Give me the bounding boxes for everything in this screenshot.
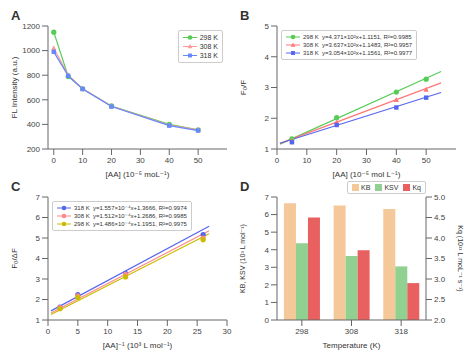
html-text:318 K y=3.054×10²x+1.1561, R²=: 318 K y=3.054×10²x+1.1561, R²=0.9977 xyxy=(303,50,413,56)
svg-text:10: 10 xyxy=(78,156,87,165)
svg-text:3: 3 xyxy=(265,263,270,272)
svg-text:50: 50 xyxy=(422,156,431,165)
html-text:308 K y=1.512×10⁻⁴x+1.2686, R²: 308 K y=1.512×10⁻⁴x+1.2686, R²=0.9985 xyxy=(74,213,187,219)
html-text:KB: KB xyxy=(361,184,371,191)
html-text:298 K: 298 K xyxy=(199,34,218,41)
svg-text:40: 40 xyxy=(165,156,174,165)
svg-text:1200: 1200 xyxy=(22,22,40,31)
svg-text:3: 3 xyxy=(265,83,270,92)
html-text:308 K y=3.637×10²x+1.1483, R²=: 308 K y=3.637×10²x+1.1483, R²=0.9957 xyxy=(303,42,413,48)
svg-text:5: 5 xyxy=(265,228,270,237)
svg-text:308: 308 xyxy=(345,327,359,336)
svg-text:6: 6 xyxy=(36,213,41,222)
svg-text:FL Intensity (a.u.): FL Intensity (a.u.) xyxy=(10,56,19,118)
svg-text:20: 20 xyxy=(107,156,116,165)
svg-text:318: 318 xyxy=(394,327,408,336)
svg-text:2: 2 xyxy=(36,295,41,304)
svg-text:[AA]⁻¹ (10³ L mol⁻¹): [AA]⁻¹ (10³ L mol⁻¹) xyxy=(103,341,173,350)
html-text:298 K y=1.486×10⁻⁴x+1.1951, R²: 298 K y=1.486×10⁻⁴x+1.1951, R²=0.9975 xyxy=(74,221,187,227)
svg-text:50: 50 xyxy=(194,156,203,165)
svg-text:[AA] (10⁻⁵ mol L⁻¹): [AA] (10⁻⁵ mol L⁻¹) xyxy=(333,170,401,179)
svg-text:30: 30 xyxy=(362,156,371,165)
svg-text:5: 5 xyxy=(265,22,270,31)
svg-text:5: 5 xyxy=(36,234,41,243)
svg-text:1: 1 xyxy=(265,145,270,154)
svg-text:4.0: 4.0 xyxy=(434,234,446,243)
svg-text:1: 1 xyxy=(36,316,41,325)
html-text:318 K y=1.557×10⁻⁴x+1.3666, R²: 318 K y=1.557×10⁻⁴x+1.3666, R²=0.9974 xyxy=(74,205,187,211)
svg-text:F₀/ΔF: F₀/ΔF xyxy=(10,248,19,269)
html-text:308 K: 308 K xyxy=(199,43,218,50)
html-text:298 K y=4.371×10²x+1.1151, R²=: 298 K y=4.371×10²x+1.1151, R²=0.9985 xyxy=(303,34,412,40)
svg-text:15: 15 xyxy=(133,327,142,336)
svg-text:4: 4 xyxy=(265,53,270,62)
html-text:B: B xyxy=(240,8,250,23)
svg-text:20: 20 xyxy=(332,156,341,165)
svg-text:2.5: 2.5 xyxy=(434,295,446,304)
svg-text:3.0: 3.0 xyxy=(434,275,446,284)
svg-text:40: 40 xyxy=(392,156,401,165)
svg-text:20: 20 xyxy=(163,327,172,336)
svg-text:1000: 1000 xyxy=(22,46,40,55)
svg-text:7: 7 xyxy=(265,193,270,202)
svg-text:7: 7 xyxy=(36,193,41,202)
svg-text:30: 30 xyxy=(223,327,232,336)
svg-text:800: 800 xyxy=(27,71,41,80)
svg-text:0: 0 xyxy=(265,316,270,325)
svg-text:298: 298 xyxy=(295,327,309,336)
svg-text:10: 10 xyxy=(103,327,112,336)
svg-text:Kq (10¹¹ L moL⁻¹ s⁻¹): Kq (10¹¹ L moL⁻¹ s⁻¹) xyxy=(456,225,464,291)
html-text:A: A xyxy=(11,8,21,23)
html-text:KSV: KSV xyxy=(384,184,399,191)
svg-text:3: 3 xyxy=(36,275,41,284)
svg-text:5: 5 xyxy=(76,327,81,336)
svg-text:6: 6 xyxy=(265,210,270,219)
svg-text:30: 30 xyxy=(136,156,145,165)
svg-text:3.5: 3.5 xyxy=(434,254,446,263)
svg-text:1: 1 xyxy=(265,298,270,307)
svg-text:KB, KSV (10³ L mol⁻¹): KB, KSV (10³ L mol⁻¹) xyxy=(239,224,247,293)
svg-text:Temperature (K): Temperature (K) xyxy=(323,341,381,350)
svg-text:2.0: 2.0 xyxy=(434,316,446,325)
svg-text:4: 4 xyxy=(36,254,41,263)
svg-text:400: 400 xyxy=(27,120,41,129)
svg-text:200: 200 xyxy=(27,145,41,154)
svg-text:600: 600 xyxy=(27,96,41,105)
svg-text:5.0: 5.0 xyxy=(434,193,446,202)
svg-text:[AA] (10⁻⁵ moL⁻¹): [AA] (10⁻⁵ moL⁻¹) xyxy=(106,170,170,179)
svg-text:0: 0 xyxy=(52,156,57,165)
svg-text:4.5: 4.5 xyxy=(434,213,446,222)
html-text:C: C xyxy=(11,179,21,194)
html-text:Kq: Kq xyxy=(412,184,421,191)
svg-text:2: 2 xyxy=(265,114,270,123)
svg-text:0: 0 xyxy=(275,156,280,165)
svg-text:10: 10 xyxy=(302,156,311,165)
svg-text:25: 25 xyxy=(193,327,202,336)
svg-text:0: 0 xyxy=(46,327,51,336)
html-text:318 K: 318 K xyxy=(199,52,218,59)
svg-text:F₀/F: F₀/F xyxy=(239,80,248,95)
svg-text:4: 4 xyxy=(265,246,270,255)
html-text:D: D xyxy=(240,179,250,194)
svg-text:2: 2 xyxy=(265,281,270,290)
